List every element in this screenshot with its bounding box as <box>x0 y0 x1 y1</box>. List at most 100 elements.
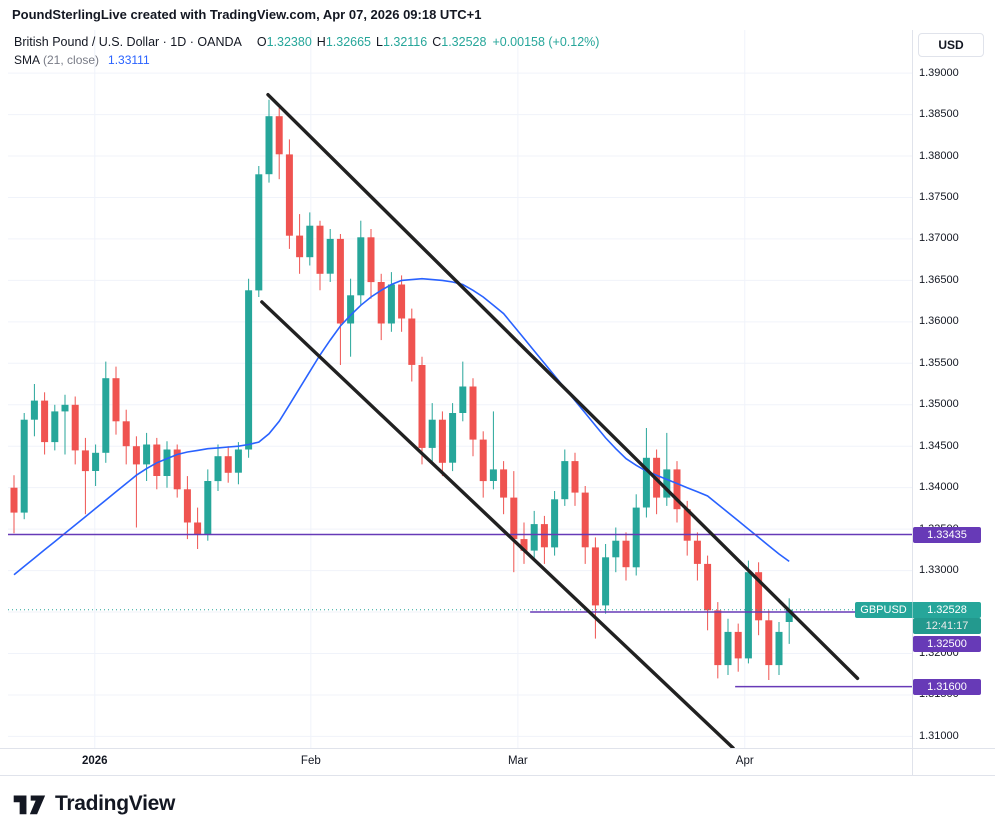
candle-body <box>81 450 89 472</box>
price-tick-label: 1.33000 <box>919 564 959 577</box>
open-label: O <box>256 35 267 49</box>
candle-body <box>418 365 426 448</box>
chart-legend: British Pound / U.S. Dollar · 1D · OANDA… <box>14 33 599 69</box>
candle-body <box>102 378 110 453</box>
current-price-tag-symbol: GBPUSD <box>855 601 913 618</box>
price-tick-label: 1.37500 <box>919 190 959 203</box>
candle-body <box>571 461 579 493</box>
candle-body <box>693 540 701 564</box>
candle-body <box>581 492 589 548</box>
candle-body <box>520 539 528 551</box>
change-value: +0.00158 (+0.12%) <box>492 35 600 49</box>
candle-body <box>153 444 161 476</box>
candle-body <box>255 174 263 291</box>
candle-body <box>194 522 202 535</box>
trendline[interactable] <box>266 92 860 681</box>
candle-body <box>387 284 395 324</box>
symbol-title[interactable]: British Pound / U.S. Dollar · 1D · OANDA <box>14 35 242 49</box>
candle-body <box>224 456 232 473</box>
price-tick-label: 1.38000 <box>919 149 959 162</box>
candle-body <box>632 507 640 568</box>
price-tick-label: 1.35500 <box>919 356 959 369</box>
tradingview-logo-icon[interactable] <box>12 791 46 817</box>
price-tick-label: 1.34000 <box>919 481 959 494</box>
candle-body <box>357 237 365 296</box>
candle-body <box>438 419 446 463</box>
candle-body <box>714 610 722 666</box>
price-tick-label: 1.34500 <box>919 439 959 452</box>
candle-body <box>183 489 191 523</box>
candle-body <box>398 284 406 319</box>
level-price-tag[interactable]: 1.32500 <box>913 636 981 653</box>
currency-button[interactable]: USD <box>918 33 984 57</box>
sma-params: (21, close) <box>43 53 100 67</box>
candle-body <box>551 499 559 548</box>
candle-body <box>214 456 222 482</box>
level-price-tag[interactable]: 1.31600 <box>913 678 981 695</box>
candle-body <box>612 540 620 558</box>
candle-body <box>367 237 375 283</box>
candle-body <box>285 154 293 236</box>
price-tick-label: 1.37000 <box>919 232 959 245</box>
candle-body <box>10 487 18 513</box>
legend-row-indicator: SMA (21, close) 1.33111 <box>14 51 599 69</box>
price-chart[interactable] <box>0 0 995 780</box>
candle-body <box>530 524 538 551</box>
low-value: 1.32116 <box>382 35 428 49</box>
sma-value: 1.33111 <box>108 53 150 67</box>
candle-body <box>41 400 49 443</box>
low-label: L <box>376 35 383 49</box>
candle-body <box>326 238 334 274</box>
candle-body <box>265 116 273 175</box>
candle-body <box>112 378 120 422</box>
close-value: 1.32528 <box>441 35 487 49</box>
price-tick-label: 1.36000 <box>919 315 959 328</box>
candle-body <box>173 449 181 490</box>
candle-body <box>704 563 712 611</box>
candle-body <box>51 411 59 443</box>
current-price-tag-value: 1.32528 <box>927 603 967 616</box>
candle-body <box>785 609 793 622</box>
time-tick-label: Apr <box>735 755 754 767</box>
candle-body <box>347 295 355 324</box>
candle-body <box>163 449 171 476</box>
candle-body <box>449 413 457 463</box>
candle-body <box>622 540 630 568</box>
candle-body <box>204 481 212 535</box>
header-title: PoundSterlingLive created with TradingVi… <box>12 6 482 22</box>
countdown-tag: 12:41:17 <box>913 617 981 634</box>
candle-body <box>234 449 242 473</box>
candle-body <box>663 469 671 498</box>
candle-body <box>642 457 650 508</box>
high-value: 1.32665 <box>325 35 371 49</box>
candle-body <box>20 419 28 513</box>
close-label: C <box>432 35 442 49</box>
candle-body <box>755 572 763 621</box>
candle-body <box>428 419 436 448</box>
candlestick-series[interactable] <box>10 99 793 680</box>
candle-body <box>469 386 477 440</box>
candle-body <box>673 469 681 510</box>
sma-line[interactable] <box>13 277 790 576</box>
candle-body <box>489 469 497 481</box>
sma-name[interactable]: SMA <box>14 53 41 67</box>
header-bar: PoundSterlingLive created with TradingVi… <box>0 0 995 28</box>
candle-body <box>92 452 100 471</box>
candle-body <box>30 400 38 420</box>
candle-body <box>61 404 69 412</box>
price-tick-label: 1.35000 <box>919 398 959 411</box>
candle-body <box>734 631 742 659</box>
candle-body <box>316 225 324 274</box>
candle-body <box>459 386 467 413</box>
candle-body <box>306 225 314 258</box>
open-value: 1.32380 <box>266 35 312 49</box>
tradingview-wordmark[interactable]: TradingView <box>55 792 176 815</box>
candle-body <box>377 282 385 324</box>
trendline[interactable] <box>260 300 735 748</box>
candle-body <box>245 290 253 450</box>
level-price-tag[interactable]: 1.33435 <box>913 526 981 543</box>
time-tick-label: Feb <box>300 755 321 767</box>
candle-body <box>775 631 783 666</box>
candle-body <box>602 557 610 606</box>
candle-body <box>71 404 79 451</box>
